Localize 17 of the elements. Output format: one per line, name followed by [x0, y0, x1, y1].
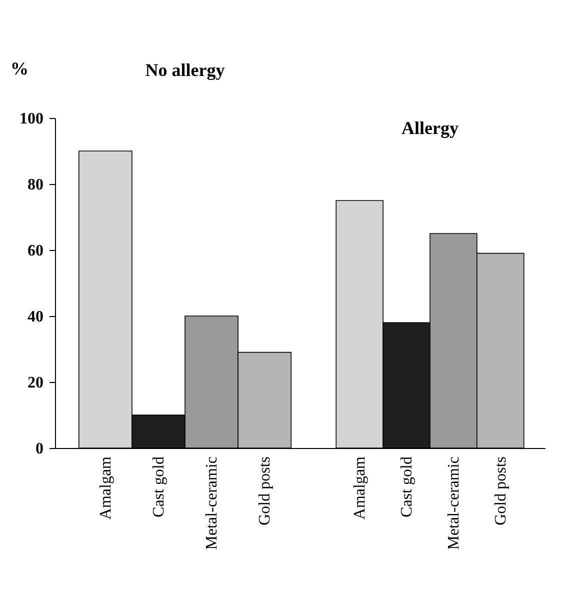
y-tick-label: 0	[36, 440, 44, 458]
x-tick-label: Gold posts	[492, 456, 510, 526]
y-tick-label: 40	[28, 308, 44, 326]
x-tick-label: Metal-ceramic	[204, 456, 221, 550]
y-tick-label: 100	[20, 110, 44, 128]
x-tick-label: Cast gold	[150, 456, 168, 518]
chart-title: No allergy	[145, 60, 225, 80]
x-tick-label: Cast gold	[398, 456, 416, 518]
x-tick-label: Metal-ceramic	[445, 456, 462, 550]
y-tick-label: 60	[28, 242, 44, 260]
x-tick-label: Amalgam	[97, 456, 114, 520]
y-axis-title: %	[10, 58, 28, 78]
y-tick-label: 20	[28, 374, 44, 392]
chart-title: Allergy	[402, 118, 458, 138]
y-tick-label: 80	[28, 176, 44, 194]
x-tick-label: Gold posts	[256, 456, 274, 526]
x-tick-label: Amalgam	[352, 456, 369, 520]
